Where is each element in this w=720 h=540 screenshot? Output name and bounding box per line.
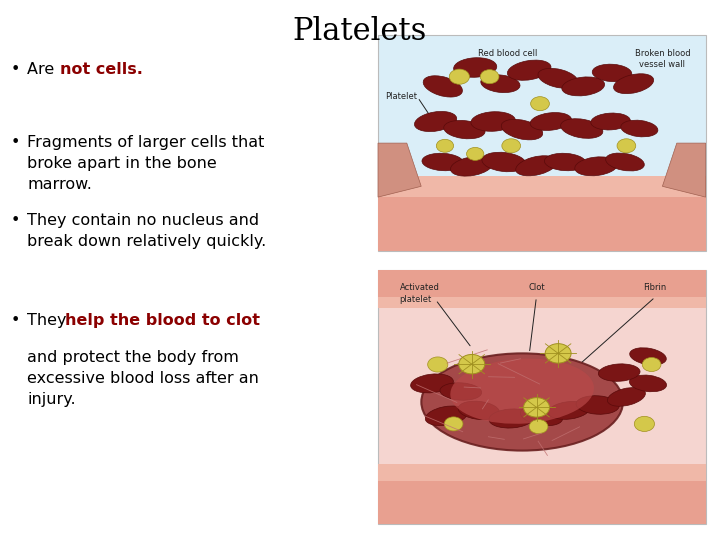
Ellipse shape: [544, 153, 586, 171]
Ellipse shape: [458, 401, 500, 420]
Ellipse shape: [501, 119, 543, 140]
Circle shape: [531, 97, 549, 111]
Ellipse shape: [423, 76, 462, 97]
Ellipse shape: [454, 58, 497, 77]
Ellipse shape: [613, 74, 654, 93]
Circle shape: [436, 139, 454, 152]
Text: Fibrin: Fibrin: [644, 284, 667, 293]
FancyBboxPatch shape: [378, 464, 706, 481]
Polygon shape: [378, 143, 421, 197]
Ellipse shape: [450, 359, 594, 424]
FancyBboxPatch shape: [378, 270, 706, 524]
Circle shape: [459, 354, 485, 374]
Text: Activated
platelet: Activated platelet: [400, 284, 439, 303]
Text: Are: Are: [27, 62, 60, 77]
Ellipse shape: [538, 69, 578, 88]
Circle shape: [634, 416, 654, 431]
Ellipse shape: [593, 64, 631, 82]
FancyBboxPatch shape: [378, 470, 706, 524]
Circle shape: [617, 139, 636, 153]
Ellipse shape: [598, 364, 640, 381]
Ellipse shape: [530, 112, 572, 131]
Ellipse shape: [471, 112, 516, 131]
Ellipse shape: [562, 77, 605, 96]
Text: and protect the body from
excessive blood loss after an
injury.: and protect the body from excessive bloo…: [27, 350, 259, 407]
Ellipse shape: [621, 120, 658, 137]
Ellipse shape: [426, 406, 467, 426]
Ellipse shape: [629, 375, 667, 391]
FancyBboxPatch shape: [378, 186, 706, 251]
Text: •: •: [11, 313, 20, 328]
Circle shape: [444, 417, 463, 431]
FancyBboxPatch shape: [378, 270, 706, 302]
Ellipse shape: [440, 383, 482, 400]
Text: •: •: [11, 62, 20, 77]
Ellipse shape: [521, 406, 562, 426]
Circle shape: [642, 357, 661, 372]
Text: Platelet: Platelet: [385, 92, 417, 101]
FancyBboxPatch shape: [378, 35, 706, 251]
Ellipse shape: [482, 152, 526, 172]
Circle shape: [467, 147, 484, 160]
Ellipse shape: [481, 75, 520, 92]
Circle shape: [529, 420, 548, 434]
Text: Clot: Clot: [528, 284, 545, 293]
Ellipse shape: [415, 111, 456, 132]
Ellipse shape: [444, 120, 485, 139]
Ellipse shape: [421, 353, 623, 450]
Ellipse shape: [630, 348, 666, 365]
Text: They contain no nucleus and
break down relatively quickly.: They contain no nucleus and break down r…: [27, 213, 266, 249]
Polygon shape: [662, 143, 706, 197]
Ellipse shape: [576, 396, 619, 414]
Text: not cells.: not cells.: [60, 62, 143, 77]
FancyBboxPatch shape: [378, 297, 706, 308]
Text: They: They: [27, 313, 72, 328]
Ellipse shape: [608, 388, 645, 406]
Ellipse shape: [508, 60, 551, 80]
Ellipse shape: [548, 401, 590, 420]
Ellipse shape: [575, 157, 618, 176]
Ellipse shape: [489, 409, 534, 428]
Circle shape: [502, 139, 521, 153]
FancyBboxPatch shape: [378, 176, 706, 197]
Text: Platelets: Platelets: [293, 16, 427, 47]
Ellipse shape: [606, 153, 644, 171]
Circle shape: [480, 70, 499, 84]
Ellipse shape: [410, 374, 454, 393]
Circle shape: [523, 397, 549, 417]
Text: Red blood cell: Red blood cell: [478, 49, 537, 58]
Text: Fragments of larger cells that
broke apart in the bone
marrow.: Fragments of larger cells that broke apa…: [27, 135, 265, 192]
Circle shape: [545, 343, 571, 363]
Ellipse shape: [451, 157, 492, 176]
Ellipse shape: [561, 119, 603, 138]
Text: Broken blood
vessel wall: Broken blood vessel wall: [634, 49, 690, 69]
Circle shape: [449, 69, 469, 84]
Text: •: •: [11, 135, 20, 150]
Circle shape: [428, 357, 448, 372]
Text: help the blood to clot: help the blood to clot: [65, 313, 260, 328]
Ellipse shape: [591, 113, 630, 130]
Text: •: •: [11, 213, 20, 228]
Ellipse shape: [516, 156, 557, 176]
Ellipse shape: [422, 153, 464, 171]
